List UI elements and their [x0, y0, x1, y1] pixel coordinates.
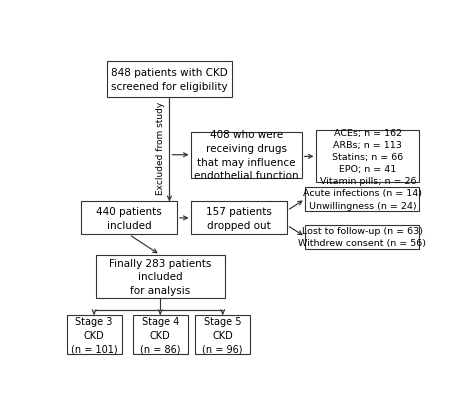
FancyBboxPatch shape [305, 225, 419, 249]
FancyBboxPatch shape [107, 62, 232, 98]
FancyBboxPatch shape [191, 202, 287, 235]
Text: 408 who were
receiving drugs
that may influence
endothelial function: 408 who were receiving drugs that may in… [194, 130, 299, 181]
FancyBboxPatch shape [133, 315, 188, 355]
Text: 157 patients
dropped out: 157 patients dropped out [206, 207, 272, 230]
Text: Finally 283 patients
included
for analysis: Finally 283 patients included for analys… [109, 258, 211, 295]
Text: 848 patients with CKD
screened for eligibility: 848 patients with CKD screened for eligi… [111, 68, 228, 92]
Text: Stage 4
CKD
(n = 86): Stage 4 CKD (n = 86) [140, 316, 181, 353]
Text: Acute infections (n = 14)
Unwillingness (n = 24): Acute infections (n = 14) Unwillingness … [303, 189, 422, 210]
FancyBboxPatch shape [82, 202, 177, 235]
FancyBboxPatch shape [316, 131, 419, 183]
Text: Excluded from study: Excluded from study [156, 102, 165, 195]
FancyBboxPatch shape [191, 133, 301, 178]
Text: Stage 5
CKD
(n = 96): Stage 5 CKD (n = 96) [202, 316, 243, 353]
Text: 440 patients
included: 440 patients included [96, 207, 162, 230]
Text: ACEs; n = 162
ARBs; n = 113
Statins; n = 66
EPO; n = 41
Vitamin pills; n = 26: ACEs; n = 162 ARBs; n = 113 Statins; n =… [319, 128, 416, 186]
FancyBboxPatch shape [96, 255, 225, 298]
FancyBboxPatch shape [195, 315, 250, 355]
Text: Stage 3
CKD
(n = 101): Stage 3 CKD (n = 101) [71, 316, 118, 353]
FancyBboxPatch shape [66, 315, 122, 355]
Text: Lost to follow-up (n = 63)
Withdrew consent (n = 56): Lost to follow-up (n = 63) Withdrew cons… [298, 227, 426, 248]
FancyBboxPatch shape [305, 188, 419, 211]
